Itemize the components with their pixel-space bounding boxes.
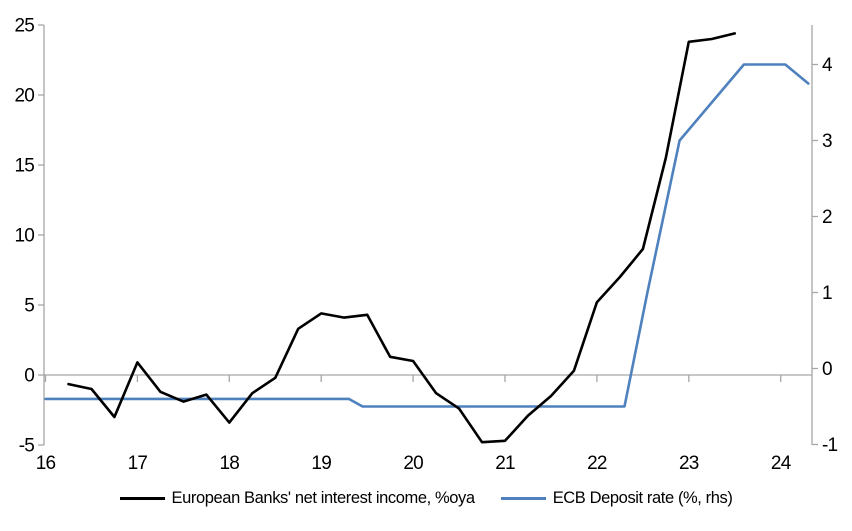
nii-series-line	[67, 32, 737, 444]
right-axis-tick-label: 4	[822, 55, 833, 76]
x-axis-tick-label: 23	[679, 453, 699, 474]
series-layer	[44, 32, 810, 444]
x-axis-tick-label: 20	[403, 453, 423, 474]
ecb-line-swatch	[500, 497, 546, 500]
x-axis-tick-label: 16	[36, 453, 56, 474]
right-axis-tick-label: 2	[822, 207, 832, 228]
x-axis-tick-label: 19	[311, 453, 331, 474]
ecb-legend-label: ECB Deposit rate (%, rhs)	[552, 489, 733, 507]
right-axis-tick-label: 3	[822, 131, 832, 152]
axes-layer	[38, 24, 818, 446]
x-axis-tick-label: 17	[128, 453, 148, 474]
left-axis-tick-label: -5	[19, 436, 35, 457]
right-axis-tick-label: -1	[822, 435, 838, 456]
ecb-series-line	[44, 63, 810, 408]
left-axis-tick-label: 20	[14, 86, 34, 107]
chart-legend: European Banks' net interest income, %oy…	[0, 489, 852, 508]
right-axis-tick-label: 1	[822, 283, 832, 304]
left-axis-tick-label: 10	[14, 226, 34, 247]
nii-line-swatch	[119, 497, 165, 500]
right-axis-tick-label: 0	[822, 359, 832, 380]
left-axis-tick-label: 5	[24, 296, 34, 317]
left-axis-tick-label: 25	[14, 16, 34, 37]
x-axis-tick-label: 18	[220, 453, 240, 474]
x-axis-tick-label: 21	[495, 453, 515, 474]
left-axis-tick-label: 15	[14, 156, 34, 177]
left-axis-tick-label: 0	[24, 366, 34, 387]
legend-item-nii: European Banks' net interest income, %oy…	[119, 489, 476, 508]
legend-item-ecb: ECB Deposit rate (%, rhs)	[500, 489, 733, 508]
x-axis-tick-label: 24	[771, 453, 792, 474]
x-axis-tick-label: 22	[587, 453, 607, 474]
nii-legend-label: European Banks' net interest income, %oy…	[171, 489, 476, 507]
